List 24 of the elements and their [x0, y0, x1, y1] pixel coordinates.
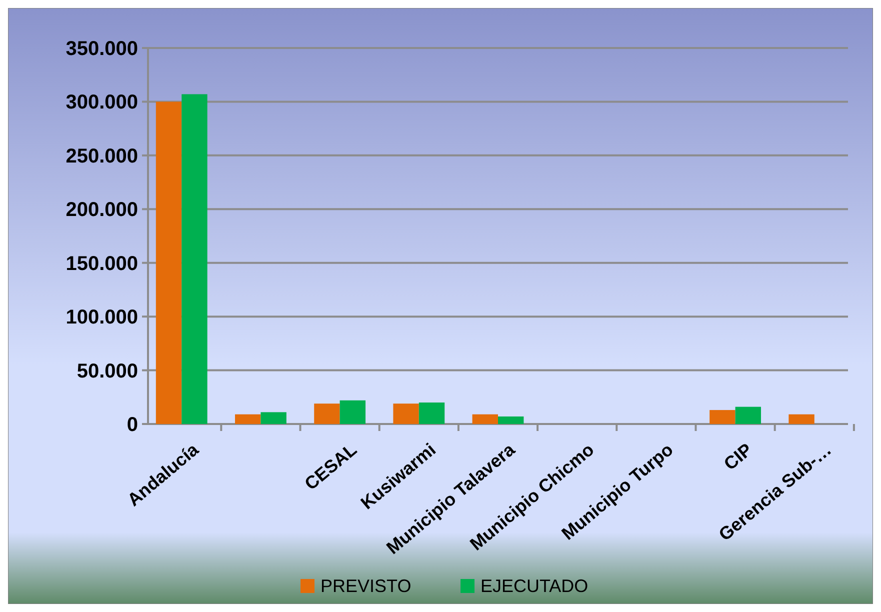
y-tick-label: 0 [126, 414, 138, 436]
x-tick-label: CIP [720, 439, 756, 474]
bar [260, 412, 286, 424]
bar [393, 404, 419, 424]
bar [710, 410, 736, 424]
legend-label: EJECUTADO [480, 576, 588, 596]
legend-label: PREVISTO [320, 576, 412, 596]
bar [735, 406, 761, 424]
bar [314, 404, 340, 424]
y-tick-label: 350.000 [66, 38, 138, 60]
y-tick-label: 250.000 [66, 145, 138, 168]
bar [182, 94, 208, 424]
y-tick-label: 300.000 [66, 92, 138, 114]
bar [418, 402, 445, 424]
bar [788, 414, 814, 424]
bar [472, 414, 498, 424]
y-tick-label: 100.000 [66, 306, 138, 329]
bar [498, 416, 524, 424]
bar [235, 414, 261, 424]
bar [156, 102, 182, 424]
y-tick-label: 50.000 [76, 360, 138, 382]
bar [340, 400, 366, 424]
y-tick-label: 150.000 [66, 252, 138, 275]
y-tick-label: 200.000 [66, 199, 138, 222]
